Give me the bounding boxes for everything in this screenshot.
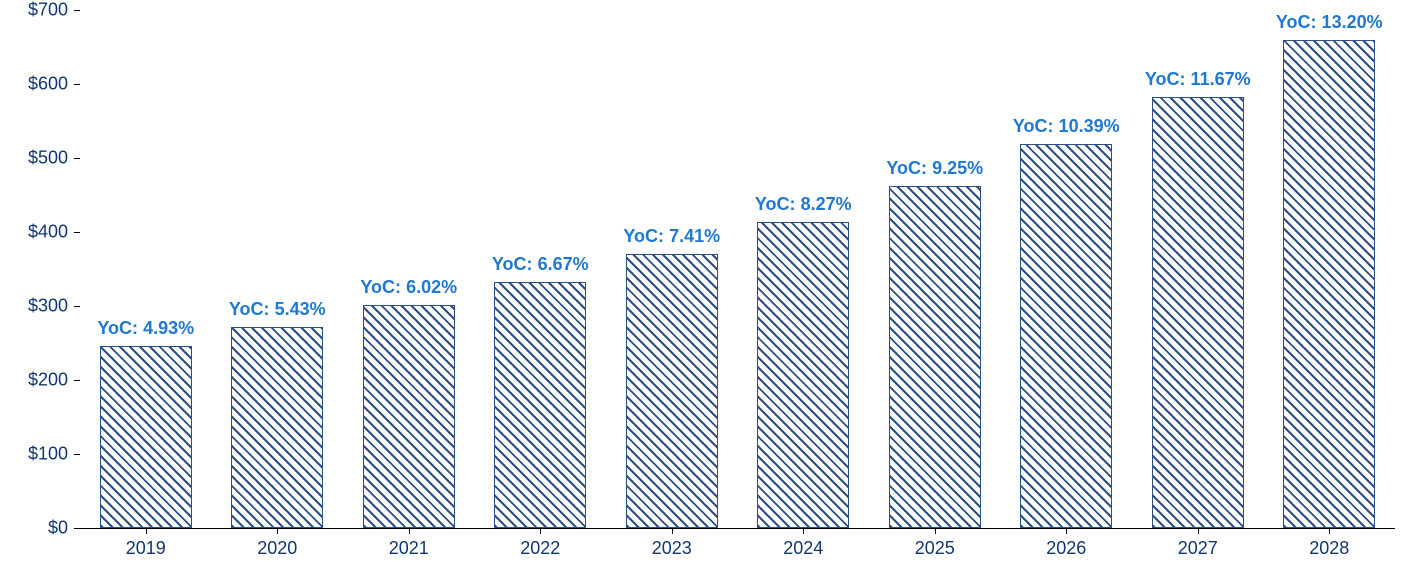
bar-data-label-prefix: YoC: bbox=[1276, 12, 1322, 32]
bar-data-label: YoC: 9.25% bbox=[886, 158, 983, 179]
bar bbox=[494, 282, 586, 528]
x-axis-category-label: 2023 bbox=[652, 538, 692, 559]
bar-data-label-value: 7.41% bbox=[669, 226, 720, 246]
x-axis-tick bbox=[1329, 528, 1330, 534]
x-axis-category-label: 2021 bbox=[389, 538, 429, 559]
bar-data-label: YoC: 13.20% bbox=[1276, 12, 1383, 33]
y-axis-tick-label: $300 bbox=[28, 296, 68, 317]
bar-data-label: YoC: 5.43% bbox=[229, 299, 326, 320]
bar-data-label-value: 9.25% bbox=[932, 158, 983, 178]
y-axis-tick-label: $100 bbox=[28, 444, 68, 465]
x-axis-tick bbox=[409, 528, 410, 534]
y-axis-tick bbox=[74, 10, 80, 11]
bar-data-label-value: 5.43% bbox=[275, 299, 326, 319]
x-axis-tick bbox=[540, 528, 541, 534]
bar bbox=[100, 346, 192, 528]
x-axis-category-label: 2024 bbox=[783, 538, 823, 559]
x-axis-tick bbox=[672, 528, 673, 534]
bar bbox=[1020, 144, 1112, 528]
y-axis-tick-label: $500 bbox=[28, 148, 68, 169]
x-axis-tick bbox=[935, 528, 936, 534]
x-axis-category-label: 2020 bbox=[257, 538, 297, 559]
y-axis-tick bbox=[74, 454, 80, 455]
y-axis-tick-label: $600 bbox=[28, 74, 68, 95]
bar-data-label: YoC: 10.39% bbox=[1013, 116, 1120, 137]
bar bbox=[626, 254, 718, 528]
bar-data-label: YoC: 6.02% bbox=[360, 277, 457, 298]
y-axis-tick bbox=[74, 306, 80, 307]
bar bbox=[889, 186, 981, 528]
bar-data-label-value: 4.93% bbox=[143, 318, 194, 338]
bar-data-label-prefix: YoC: bbox=[229, 299, 275, 319]
bar-data-label-value: 13.20% bbox=[1322, 12, 1383, 32]
bar-data-label-prefix: YoC: bbox=[755, 194, 801, 214]
bar bbox=[363, 305, 455, 528]
y-axis-tick-label: $200 bbox=[28, 370, 68, 391]
bar-data-label-prefix: YoC: bbox=[360, 277, 406, 297]
bar-data-label-prefix: YoC: bbox=[492, 254, 538, 274]
x-axis-category-label: 2025 bbox=[915, 538, 955, 559]
bar-data-label: YoC: 8.27% bbox=[755, 194, 852, 215]
y-axis-tick-label: $0 bbox=[48, 518, 68, 539]
bar-data-label-value: 6.02% bbox=[406, 277, 457, 297]
x-axis-category-label: 2027 bbox=[1178, 538, 1218, 559]
bar-data-label-prefix: YoC: bbox=[1145, 69, 1191, 89]
bar-data-label-value: 10.39% bbox=[1059, 116, 1120, 136]
x-axis-category-label: 2019 bbox=[126, 538, 166, 559]
y-axis-tick bbox=[74, 380, 80, 381]
bar-data-label-value: 8.27% bbox=[801, 194, 852, 214]
y-axis-tick bbox=[74, 232, 80, 233]
x-axis-category-label: 2022 bbox=[520, 538, 560, 559]
bar-data-label-value: 11.67% bbox=[1191, 69, 1251, 89]
bar-data-label-prefix: YoC: bbox=[886, 158, 932, 178]
bar bbox=[1152, 97, 1244, 528]
x-axis-tick bbox=[1066, 528, 1067, 534]
bar-data-label: YoC: 6.67% bbox=[492, 254, 589, 275]
x-axis-tick bbox=[277, 528, 278, 534]
bar-data-label-prefix: YoC: bbox=[623, 226, 669, 246]
bar-data-label-prefix: YoC: bbox=[1013, 116, 1059, 136]
bar bbox=[757, 222, 849, 528]
y-axis-tick-label: $400 bbox=[28, 222, 68, 243]
bar-data-label: YoC: 11.67% bbox=[1145, 69, 1251, 90]
x-axis-category-label: 2028 bbox=[1309, 538, 1349, 559]
x-axis-tick bbox=[1198, 528, 1199, 534]
bar-data-label-prefix: YoC: bbox=[97, 318, 143, 338]
bar bbox=[1283, 40, 1375, 528]
x-axis-tick bbox=[146, 528, 147, 534]
x-axis-category-label: 2026 bbox=[1046, 538, 1086, 559]
bar-data-label: YoC: 4.93% bbox=[97, 318, 194, 339]
bar-data-label-value: 6.67% bbox=[538, 254, 589, 274]
y-axis-tick-label: $700 bbox=[28, 0, 68, 21]
x-axis-tick bbox=[803, 528, 804, 534]
bar-data-label: YoC: 7.41% bbox=[623, 226, 720, 247]
yoc-bar-chart: $0 $100 $200 $300 $400 $500 $600 $700 YoC: 4.93%… bbox=[0, 0, 1409, 567]
bar bbox=[231, 327, 323, 528]
y-axis-tick bbox=[74, 84, 80, 85]
y-axis-tick bbox=[74, 158, 80, 159]
